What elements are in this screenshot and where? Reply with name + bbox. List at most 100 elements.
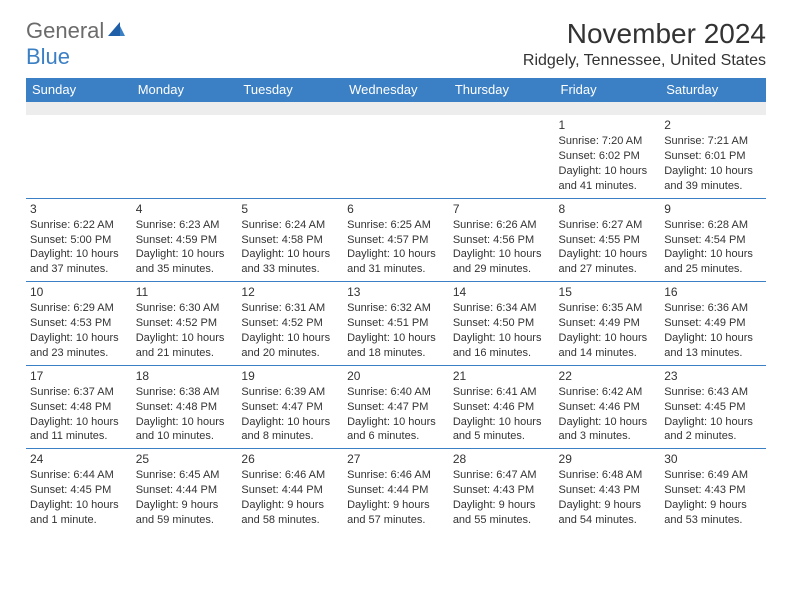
daylight-line: Daylight: 10 hours [347, 415, 445, 430]
sunset-line: Sunset: 4:46 PM [453, 400, 551, 415]
sunrise-line: Sunrise: 6:40 AM [347, 385, 445, 400]
daylight-line: and 10 minutes. [136, 429, 234, 444]
daylight-line: Daylight: 9 hours [664, 498, 762, 513]
daylight-line: and 8 minutes. [241, 429, 339, 444]
calendar-week: 1Sunrise: 7:20 AMSunset: 6:02 PMDaylight… [26, 115, 766, 198]
day-number: 12 [241, 284, 339, 300]
sunset-line: Sunset: 4:44 PM [136, 483, 234, 498]
day-number: 23 [664, 368, 762, 384]
daylight-line: Daylight: 10 hours [30, 331, 128, 346]
title-block: November 2024 Ridgely, Tennessee, United… [523, 18, 766, 70]
sunset-line: Sunset: 4:43 PM [664, 483, 762, 498]
day-number: 7 [453, 201, 551, 217]
sunrise-line: Sunrise: 6:32 AM [347, 301, 445, 316]
days-of-week-row: SundayMondayTuesdayWednesdayThursdayFrid… [26, 78, 766, 101]
daylight-line: Daylight: 10 hours [559, 247, 657, 262]
daylight-line: Daylight: 10 hours [136, 247, 234, 262]
daylight-line: and 20 minutes. [241, 346, 339, 361]
sunrise-line: Sunrise: 6:45 AM [136, 468, 234, 483]
day-number: 8 [559, 201, 657, 217]
calendar-week: 10Sunrise: 6:29 AMSunset: 4:53 PMDayligh… [26, 281, 766, 365]
day-header: Tuesday [237, 78, 343, 101]
month-title: November 2024 [523, 18, 766, 50]
day-header: Wednesday [343, 78, 449, 101]
sunset-line: Sunset: 4:49 PM [664, 316, 762, 331]
daylight-line: Daylight: 10 hours [664, 247, 762, 262]
day-number: 30 [664, 451, 762, 467]
day-header: Monday [132, 78, 238, 101]
daylight-line: and 33 minutes. [241, 262, 339, 277]
daylight-line: Daylight: 10 hours [453, 331, 551, 346]
calendar-cell: 25Sunrise: 6:45 AMSunset: 4:44 PMDayligh… [132, 448, 238, 532]
calendar-cell: 13Sunrise: 6:32 AMSunset: 4:51 PMDayligh… [343, 281, 449, 365]
calendar-cell: 27Sunrise: 6:46 AMSunset: 4:44 PMDayligh… [343, 448, 449, 532]
daylight-line: and 18 minutes. [347, 346, 445, 361]
sunset-line: Sunset: 4:52 PM [136, 316, 234, 331]
daylight-line: Daylight: 10 hours [559, 415, 657, 430]
daylight-line: Daylight: 10 hours [30, 498, 128, 513]
sunrise-line: Sunrise: 6:25 AM [347, 218, 445, 233]
sunrise-line: Sunrise: 6:38 AM [136, 385, 234, 400]
daylight-line: and 57 minutes. [347, 513, 445, 528]
sunset-line: Sunset: 4:47 PM [241, 400, 339, 415]
day-number: 6 [347, 201, 445, 217]
daylight-line: and 11 minutes. [30, 429, 128, 444]
calendar-cell: 6Sunrise: 6:25 AMSunset: 4:57 PMDaylight… [343, 198, 449, 282]
sunrise-line: Sunrise: 6:42 AM [559, 385, 657, 400]
sunrise-line: Sunrise: 6:35 AM [559, 301, 657, 316]
sunrise-line: Sunrise: 6:49 AM [664, 468, 762, 483]
sunrise-line: Sunrise: 6:24 AM [241, 218, 339, 233]
calendar-cell [343, 115, 449, 198]
sunrise-line: Sunrise: 6:37 AM [30, 385, 128, 400]
calendar-cell: 16Sunrise: 6:36 AMSunset: 4:49 PMDayligh… [660, 281, 766, 365]
daylight-line: and 14 minutes. [559, 346, 657, 361]
calendar-table: SundayMondayTuesdayWednesdayThursdayFrid… [26, 78, 766, 532]
daylight-line: and 6 minutes. [347, 429, 445, 444]
daylight-line: and 39 minutes. [664, 179, 762, 194]
day-number: 4 [136, 201, 234, 217]
blank-leading-row [26, 101, 766, 115]
day-number: 19 [241, 368, 339, 384]
blank-cell [132, 101, 238, 115]
daylight-line: and 16 minutes. [453, 346, 551, 361]
day-number: 10 [30, 284, 128, 300]
day-number: 14 [453, 284, 551, 300]
day-number: 25 [136, 451, 234, 467]
sunrise-line: Sunrise: 6:43 AM [664, 385, 762, 400]
calendar-cell [132, 115, 238, 198]
daylight-line: Daylight: 10 hours [559, 331, 657, 346]
blank-cell [449, 101, 555, 115]
day-header: Sunday [26, 78, 132, 101]
calendar-cell: 8Sunrise: 6:27 AMSunset: 4:55 PMDaylight… [555, 198, 661, 282]
calendar-cell: 22Sunrise: 6:42 AMSunset: 4:46 PMDayligh… [555, 365, 661, 449]
sunrise-line: Sunrise: 6:27 AM [559, 218, 657, 233]
blank-cell [660, 101, 766, 115]
calendar-cell: 3Sunrise: 6:22 AMSunset: 5:00 PMDaylight… [26, 198, 132, 282]
daylight-line: Daylight: 10 hours [136, 331, 234, 346]
daylight-line: and 13 minutes. [664, 346, 762, 361]
sunrise-line: Sunrise: 6:29 AM [30, 301, 128, 316]
calendar-cell: 9Sunrise: 6:28 AMSunset: 4:54 PMDaylight… [660, 198, 766, 282]
daylight-line: Daylight: 10 hours [241, 415, 339, 430]
daylight-line: and 37 minutes. [30, 262, 128, 277]
daylight-line: and 5 minutes. [453, 429, 551, 444]
blank-cell [26, 101, 132, 115]
daylight-line: Daylight: 10 hours [30, 415, 128, 430]
daylight-line: Daylight: 9 hours [453, 498, 551, 513]
sunset-line: Sunset: 6:01 PM [664, 149, 762, 164]
calendar-cell: 12Sunrise: 6:31 AMSunset: 4:52 PMDayligh… [237, 281, 343, 365]
calendar-week: 17Sunrise: 6:37 AMSunset: 4:48 PMDayligh… [26, 365, 766, 449]
daylight-line: Daylight: 9 hours [241, 498, 339, 513]
calendar-cell: 7Sunrise: 6:26 AMSunset: 4:56 PMDaylight… [449, 198, 555, 282]
calendar-cell: 4Sunrise: 6:23 AMSunset: 4:59 PMDaylight… [132, 198, 238, 282]
calendar-cell: 24Sunrise: 6:44 AMSunset: 4:45 PMDayligh… [26, 448, 132, 532]
daylight-line: and 23 minutes. [30, 346, 128, 361]
sunrise-line: Sunrise: 6:41 AM [453, 385, 551, 400]
calendar-cell: 5Sunrise: 6:24 AMSunset: 4:58 PMDaylight… [237, 198, 343, 282]
daylight-line: and 31 minutes. [347, 262, 445, 277]
sunset-line: Sunset: 4:57 PM [347, 233, 445, 248]
sunset-line: Sunset: 4:50 PM [453, 316, 551, 331]
daylight-line: Daylight: 9 hours [136, 498, 234, 513]
sunrise-line: Sunrise: 6:48 AM [559, 468, 657, 483]
day-header: Friday [555, 78, 661, 101]
